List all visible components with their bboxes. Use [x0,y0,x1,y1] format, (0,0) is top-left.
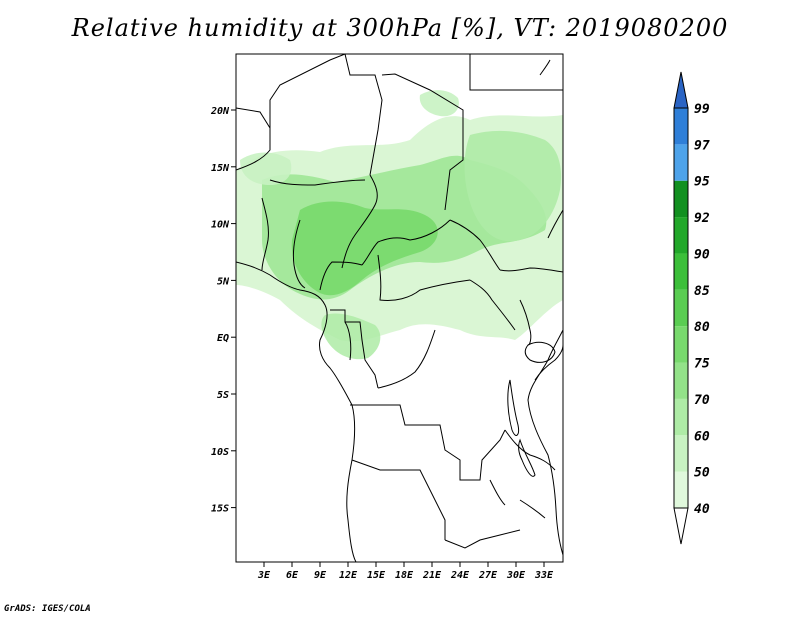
lat-tick-label: 10N [211,220,230,231]
credit-text: GrADS: IGES/COLA [4,604,91,614]
colorbar-label: 97 [694,138,710,153]
map-frame [235,53,564,563]
colorbar-label: 40 [694,502,710,517]
colorbar-bin [674,471,688,508]
humidity-area-south [321,313,381,360]
colorbar-bin [674,144,688,181]
colorbar-bin [674,326,688,363]
colorbar-bin [674,362,688,399]
lon-tick-label: 18E [395,570,414,581]
chart-title: Relative humidity at 300hPa [%], VT: 201… [71,14,729,42]
colorbar-bin [674,108,688,145]
humidity-area-strong [291,201,438,296]
coastlines-and-borders [236,54,563,562]
colorbar-label: 80 [694,320,710,335]
lon-tick-label: 27E [478,570,498,581]
lon-tick-label: 3E [257,570,271,581]
lon-tick-label: 9E [314,570,327,581]
colorbar-label: 75 [694,357,710,372]
latitude-axis: 20N 15N 10N 5N EQ 5S 10S 15S [210,106,236,515]
lon-tick-label: 6E [286,570,299,581]
lat-tick-label: 10S [211,447,229,458]
humidity-area-sahara-fleck [419,90,459,117]
lat-tick-label: EQ [217,333,229,344]
lat-tick-label: 15S [211,504,229,515]
colorbar: 40 50 60 70 75 80 85 90 92 95 97 99 [673,71,710,545]
humidity-area-east [464,130,562,242]
colorbar-label: 99 [694,102,710,117]
humidity-area-nw [240,152,292,185]
colorbar-label: 85 [694,284,710,299]
lat-tick-label: 15N [211,163,230,174]
humidity-field [236,90,563,360]
colorbar-upper-arrow [673,71,689,109]
lat-tick-label: 5S [217,390,229,401]
colorbar-label: 60 [694,429,710,444]
lon-tick-label: 15E [367,570,386,581]
lon-tick-label: 30E [506,570,526,581]
colorbar-bin [674,435,688,472]
lon-tick-label: 24E [450,570,470,581]
colorbar-bin [674,253,688,290]
lon-tick-label: 33E [534,570,554,581]
colorbar-label: 70 [694,393,710,408]
colorbar-label: 92 [694,211,710,226]
lon-tick-label: 12E [339,570,358,581]
colorbar-label: 95 [694,175,710,190]
lat-tick-label: 20N [210,106,230,117]
lat-tick-label: 5N [217,276,230,287]
lon-tick-label: 21E [422,570,442,581]
longitude-axis: 3E 6E 9E 12E 15E 18E 21E 24E 27E 30E 33E [257,562,554,581]
colorbar-bin [674,398,688,436]
colorbar-frame [673,107,689,509]
colorbar-bin [674,289,688,327]
colorbar-bin [674,180,688,218]
colorbar-lower-arrow [673,507,689,545]
colorbar-bin [674,217,688,254]
colorbar-label: 90 [694,247,710,262]
colorbar-label: 50 [694,466,710,481]
